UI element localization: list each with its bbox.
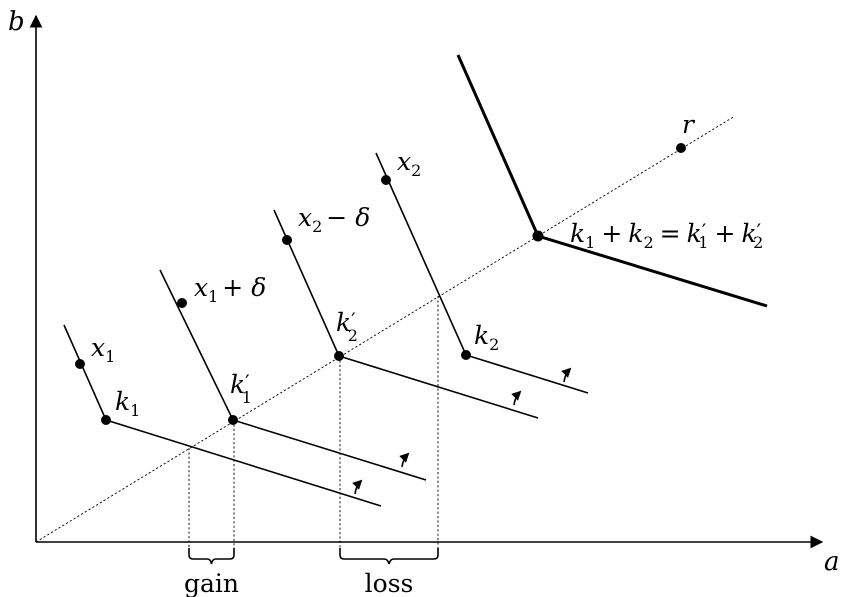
- direction-arrow-k1-prime: [399, 452, 410, 468]
- loss-bracket: [339, 548, 439, 565]
- label-x2-minus-delta: x2− δ: [298, 203, 370, 236]
- point-k2: [461, 350, 471, 360]
- loss-label: loss: [365, 569, 414, 597]
- point-x1: [75, 359, 85, 369]
- point-k1-prime: [228, 415, 238, 425]
- point-k2-prime: [334, 351, 344, 361]
- gain-bracket: [188, 548, 235, 565]
- label-x1-plus-delta: x1 + δ: [194, 273, 266, 306]
- point-combined: [532, 230, 544, 242]
- label-x1: x1: [91, 333, 115, 366]
- point-k1: [101, 415, 111, 425]
- label-k2: k2: [474, 321, 499, 354]
- point-x2-minus-delta: [282, 235, 292, 245]
- equation-label: k1 + k2 = k′1 + k′2: [570, 219, 763, 252]
- curve-k2-prime: [273, 209, 539, 419]
- direction-arrow-k2: [561, 367, 572, 383]
- point-x1-plus-delta: [177, 298, 187, 308]
- direction-arrow-k1: [352, 479, 363, 495]
- label-k1: k1: [115, 387, 140, 420]
- point-r: [676, 143, 686, 153]
- ray-through-r: [35, 115, 736, 543]
- label-r: r: [682, 110, 696, 139]
- label-k1-prime: k′ 1: [230, 370, 252, 407]
- point-x2: [381, 175, 391, 185]
- label-k2-prime: k′ 2: [336, 308, 358, 345]
- direction-arrow-k2-prime: [511, 390, 522, 406]
- curve-combined: [456, 54, 768, 308]
- curve-k2: [375, 152, 589, 394]
- gain-label: gain: [184, 569, 239, 597]
- label-x2: x2: [397, 147, 421, 180]
- y-axis-label: b: [8, 7, 25, 37]
- x-axis-label: a: [824, 547, 840, 577]
